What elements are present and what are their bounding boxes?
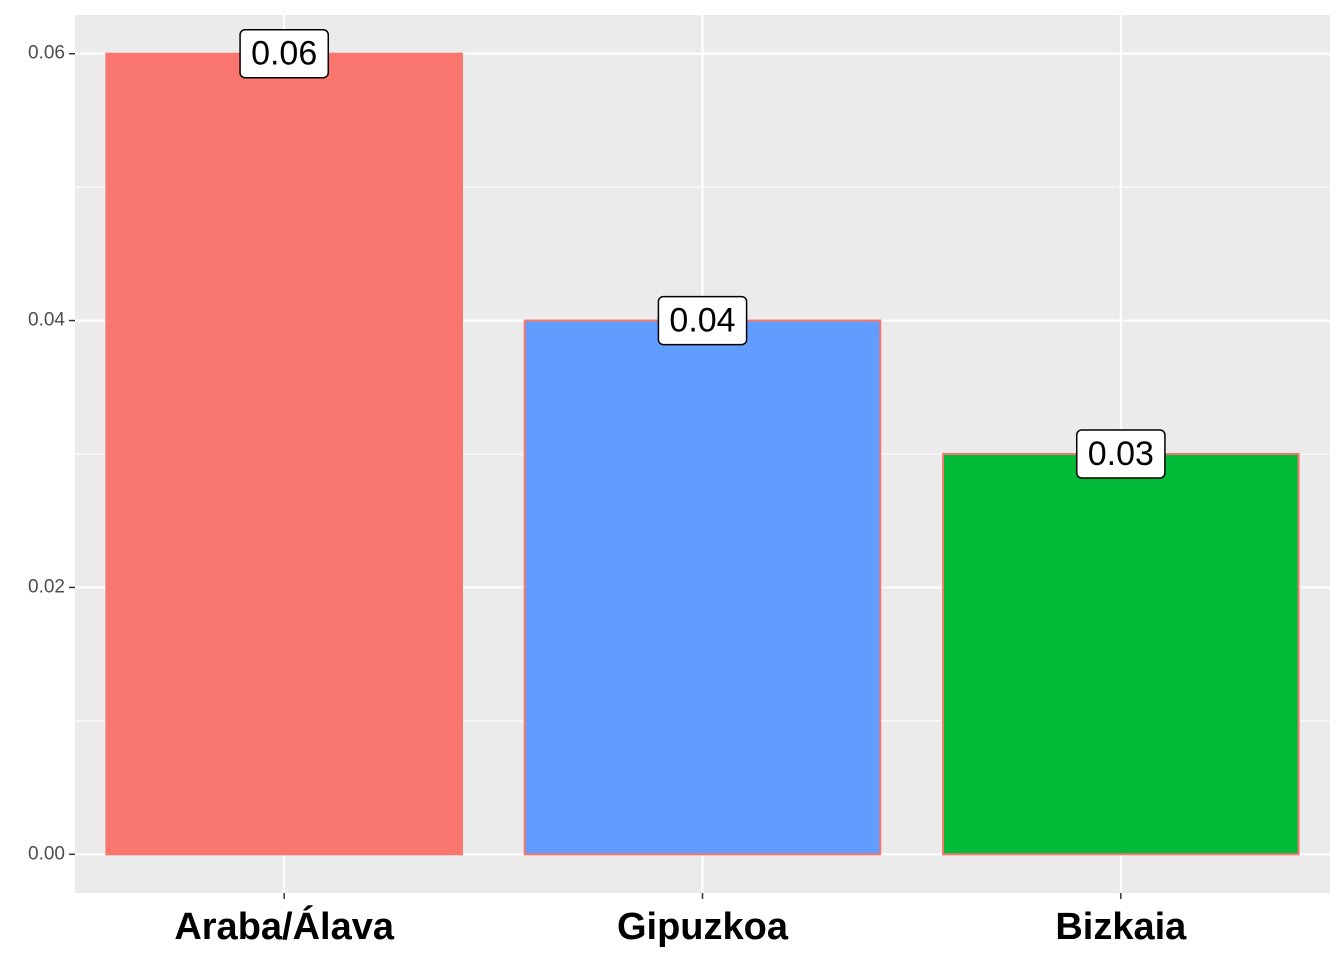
value-label: 0.04 xyxy=(669,302,735,340)
x-tick-label: Gipuzkoa xyxy=(617,906,789,948)
y-tick-label: 0.02 xyxy=(28,576,65,597)
y-tick-label: 0.06 xyxy=(28,43,65,64)
bar xyxy=(105,52,463,856)
x-tick-label: Bizkaia xyxy=(1055,906,1187,948)
value-label: 0.06 xyxy=(251,35,317,73)
bar xyxy=(942,453,1300,856)
x-tick-label: Araba/Álava xyxy=(174,904,395,948)
bar xyxy=(523,319,882,856)
value-label-box xyxy=(657,295,748,346)
value-label-box xyxy=(1075,429,1166,479)
y-tick-label: 0.00 xyxy=(28,843,65,864)
y-tick-label: 0.04 xyxy=(28,310,65,331)
value-label: 0.03 xyxy=(1088,435,1154,473)
value-label-box xyxy=(239,28,330,79)
